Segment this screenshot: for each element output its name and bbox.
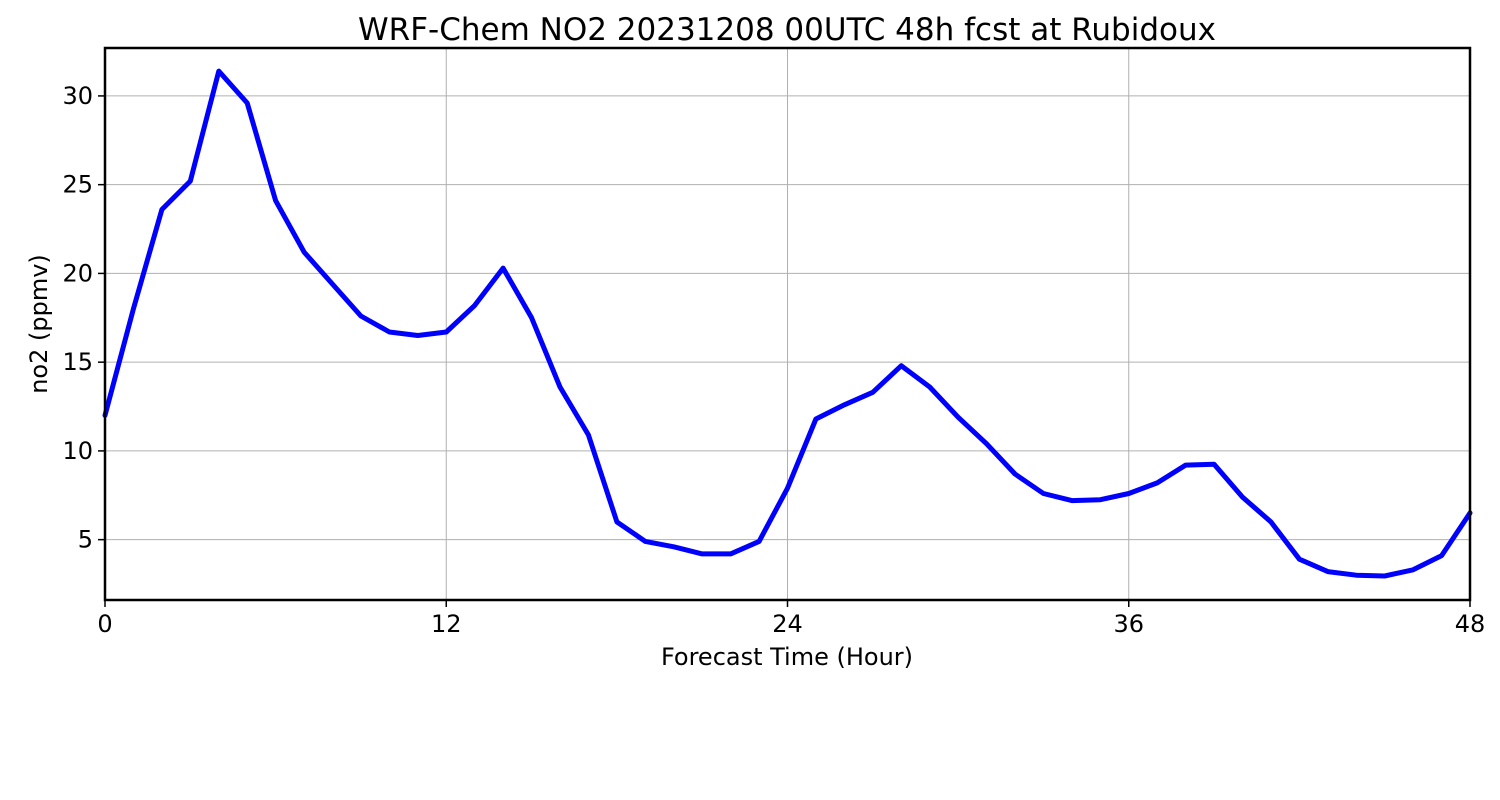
x-tick-label: 0 (97, 610, 112, 638)
y-tick-label: 5 (78, 526, 93, 554)
x-tick-label: 36 (1113, 610, 1144, 638)
y-tick-label: 10 (62, 437, 93, 465)
y-tick-label: 20 (62, 259, 93, 287)
x-tick-label: 12 (431, 610, 462, 638)
series-layer (102, 68, 1473, 579)
axis-ticks: 0 12 24 36 48 5 10 15 20 25 30 (62, 82, 1485, 638)
x-tick-label: 24 (772, 610, 803, 638)
x-tick-label: 48 (1455, 610, 1486, 638)
chart-title: WRF-Chem NO2 20231208 00UTC 48h fcst at … (358, 12, 1216, 48)
y-tick-label: 30 (62, 82, 93, 110)
y-tick-label: 15 (62, 348, 93, 376)
y-axis-title: no2 (ppmv) (25, 254, 53, 394)
x-axis-title: Forecast Time (Hour) (661, 643, 913, 671)
series-line-no2 (102, 68, 1473, 579)
y-tick-label: 25 (62, 171, 93, 199)
